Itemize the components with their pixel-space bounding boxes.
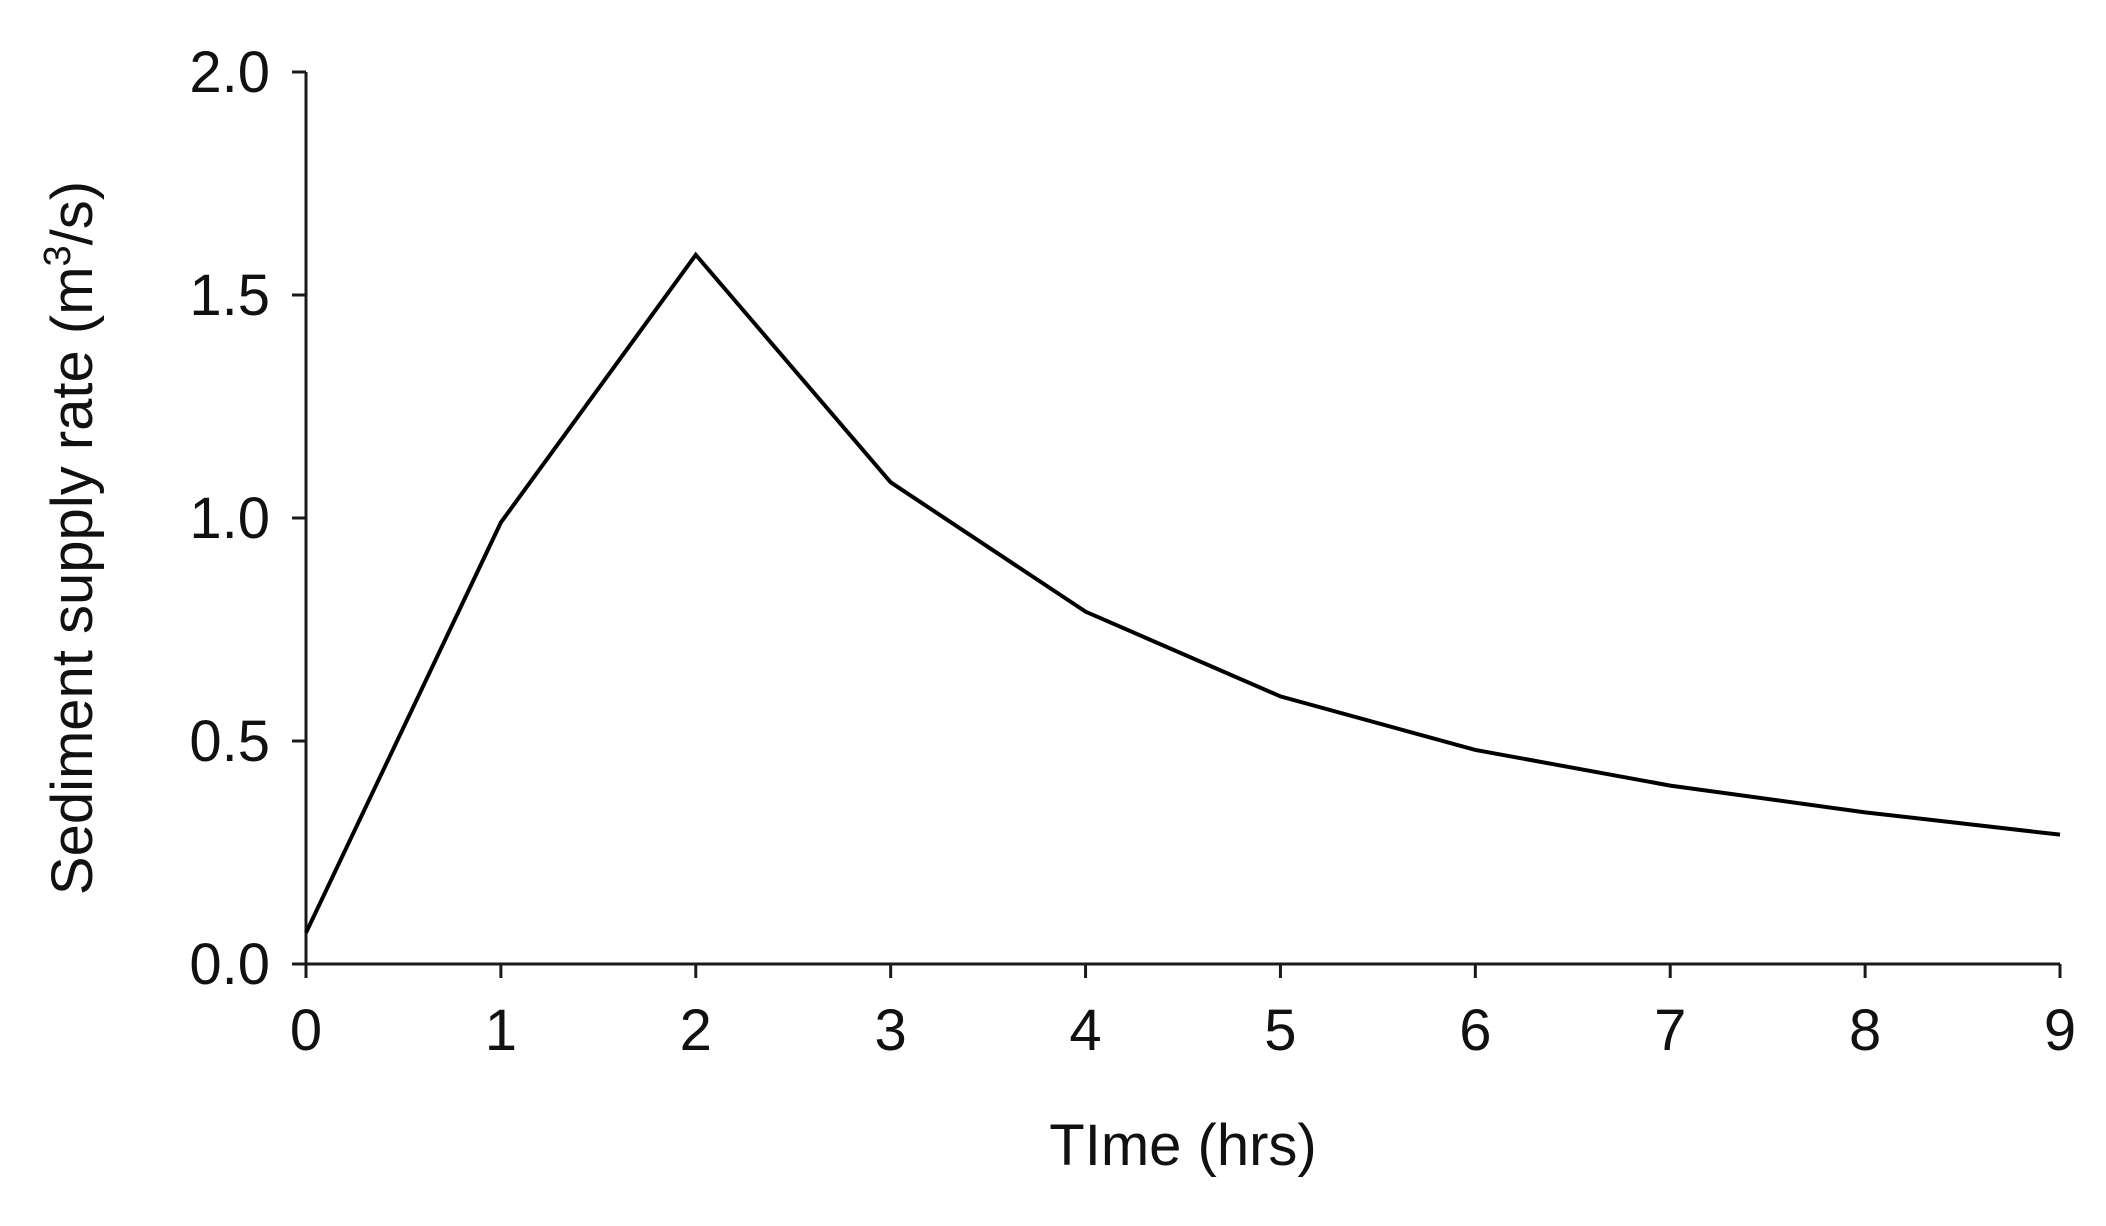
series-line bbox=[304, 251, 2061, 934]
y-axis-title-prefix: Sediment supply rate (m bbox=[40, 266, 105, 895]
x-axis: 0 1 2 3 4 5 6 7 8 9 bbox=[290, 962, 2076, 1063]
y-axis-title-suffix: /s) bbox=[40, 181, 105, 245]
x-tick-label: 7 bbox=[1654, 998, 1686, 1063]
x-tick-label: 4 bbox=[1069, 998, 1101, 1063]
series-layer bbox=[304, 251, 2061, 934]
x-tick-label: 9 bbox=[2044, 998, 2076, 1063]
y-axis-title-superscript: 3 bbox=[37, 245, 79, 266]
y-tick-label: 1.0 bbox=[189, 486, 270, 551]
y-tick-label: 0.5 bbox=[189, 709, 270, 774]
x-tick-label: 1 bbox=[485, 998, 517, 1063]
y-tick-label: 1.5 bbox=[189, 263, 270, 328]
x-tick-label: 8 bbox=[1849, 998, 1881, 1063]
x-tick-label: 3 bbox=[875, 998, 907, 1063]
y-axis: 0.0 0.5 1.0 1.5 2.0 bbox=[189, 40, 308, 997]
x-axis-title: TIme (hrs) bbox=[1049, 1113, 1316, 1178]
x-tick-label: 0 bbox=[290, 998, 322, 1063]
y-tick-label: 2.0 bbox=[189, 40, 270, 105]
x-tick-label: 5 bbox=[1264, 998, 1296, 1063]
y-axis-title: Sediment supply rate (m3/s) bbox=[37, 181, 105, 895]
x-tick-label: 2 bbox=[680, 998, 712, 1063]
y-tick-label: 0.0 bbox=[189, 932, 270, 997]
x-tick-label: 6 bbox=[1459, 998, 1491, 1063]
